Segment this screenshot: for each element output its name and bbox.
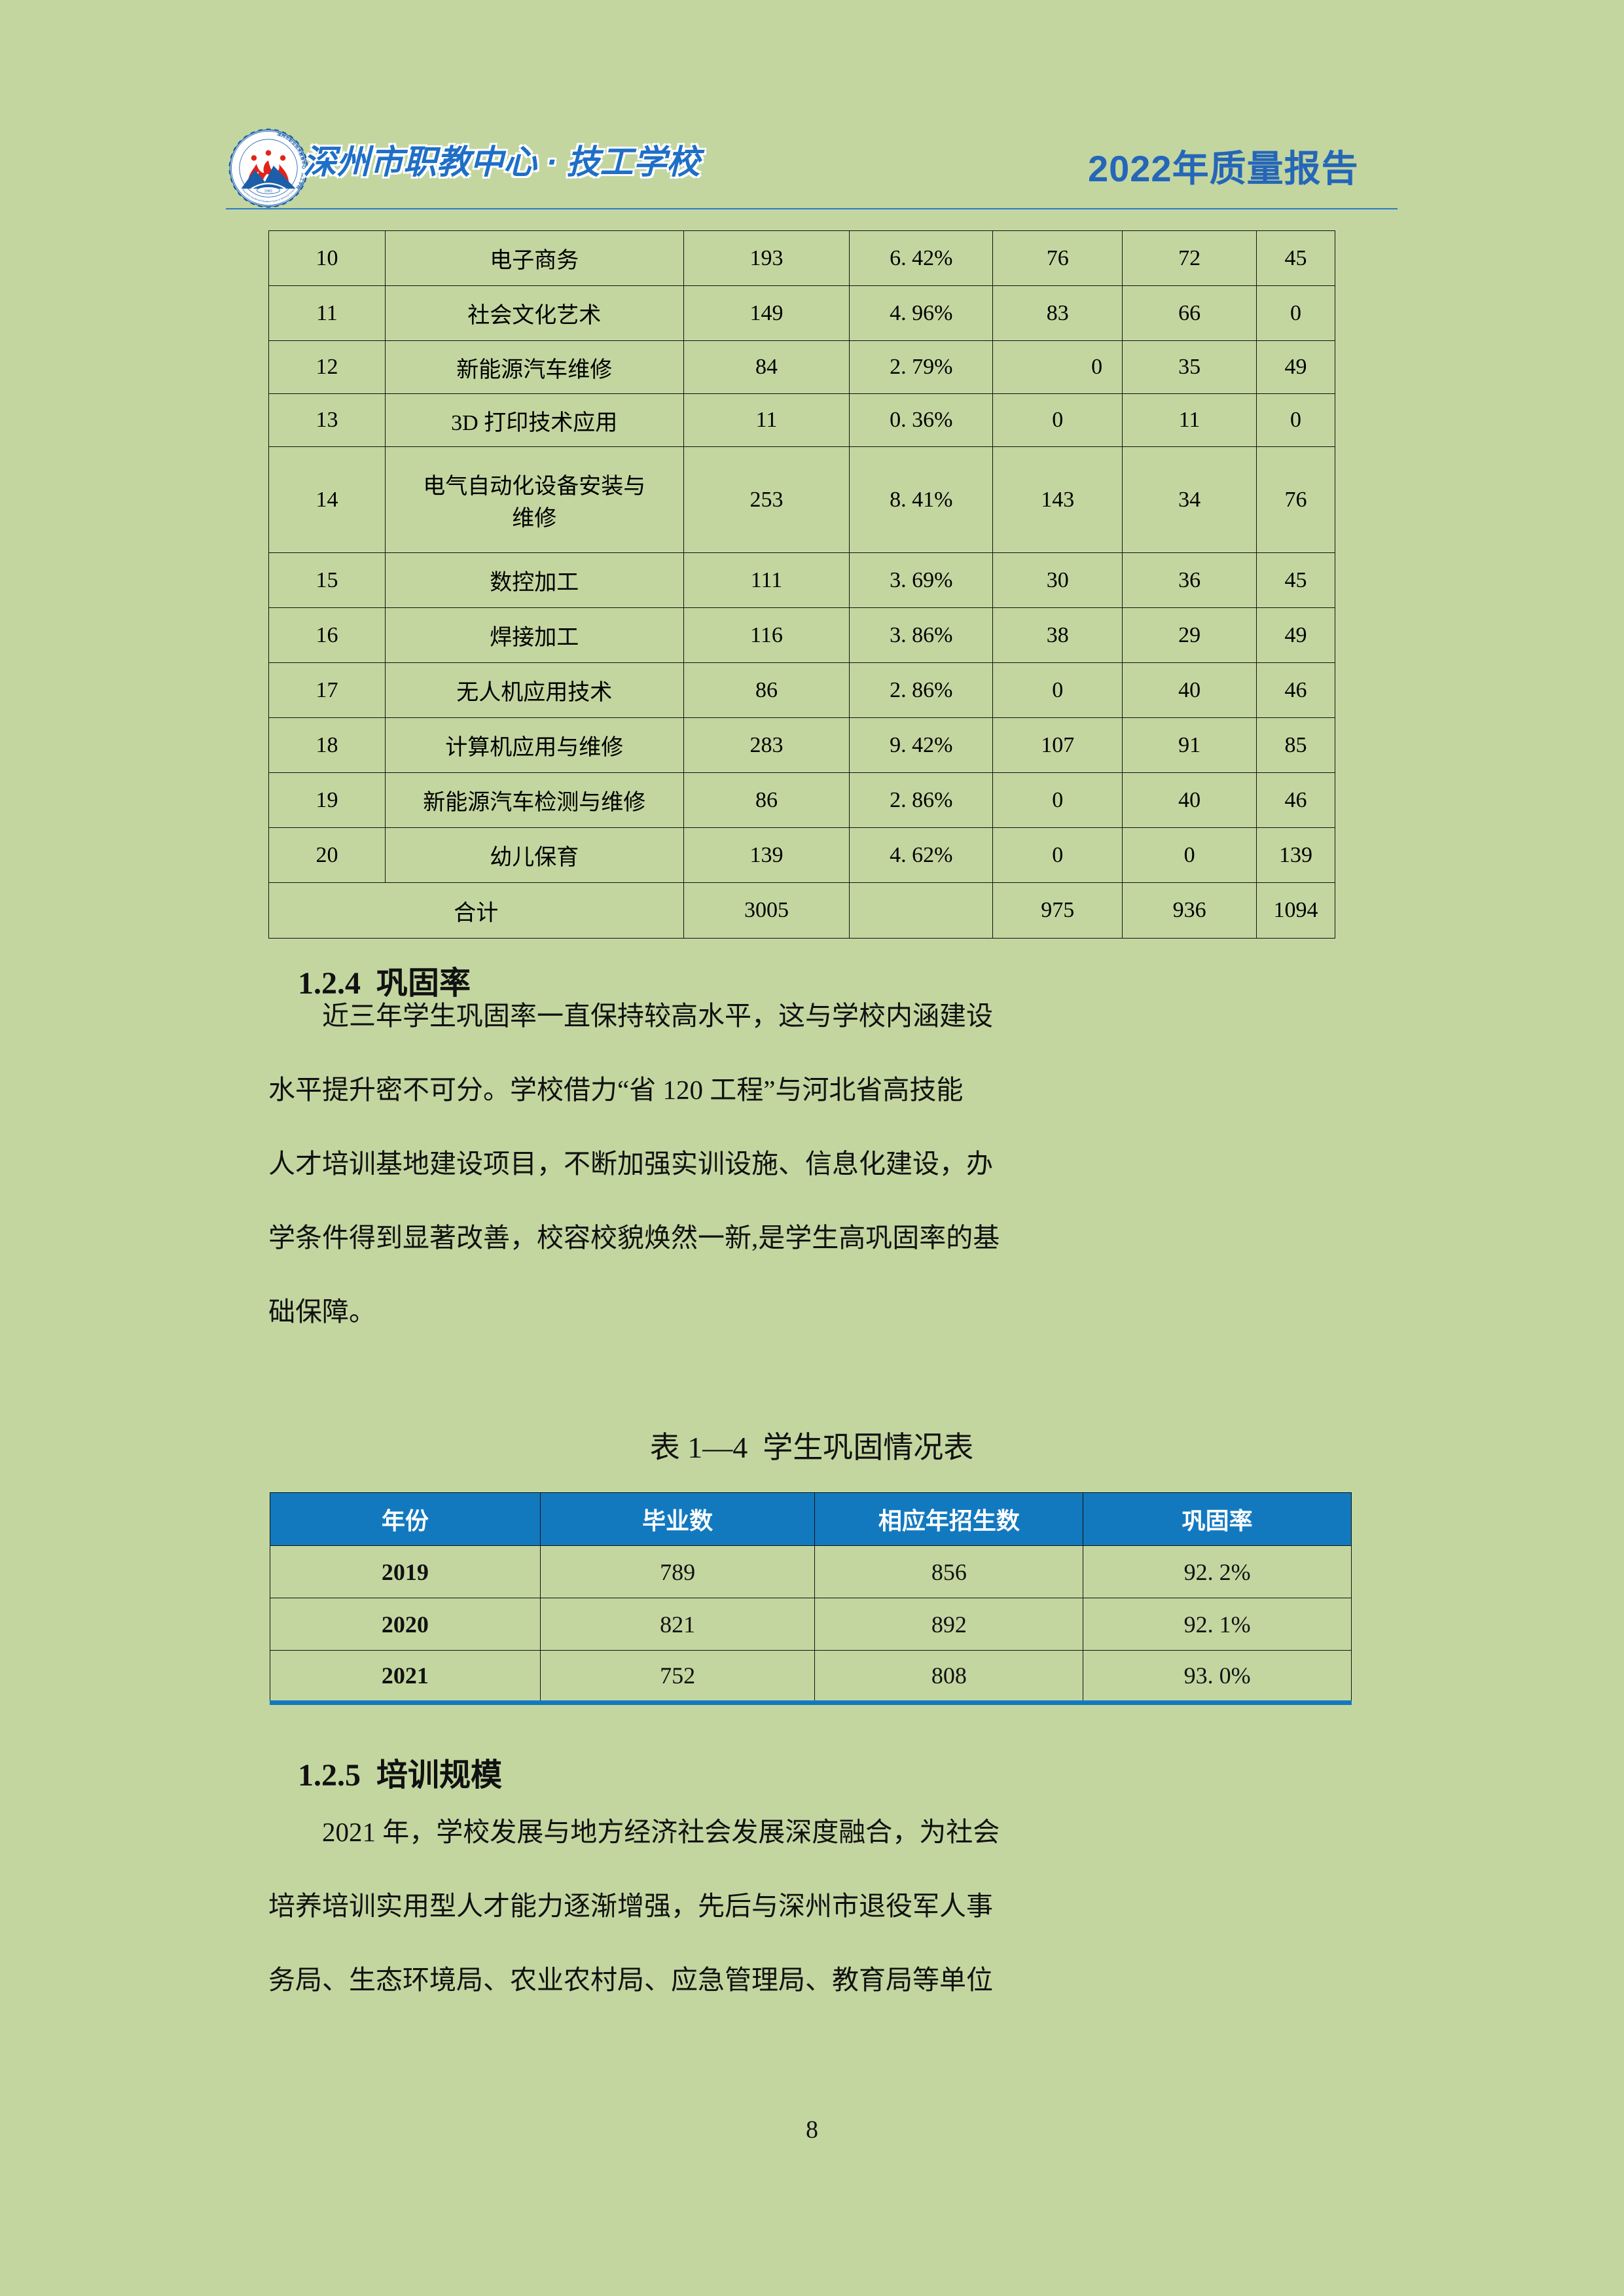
svg-text:1981: 1981 xyxy=(264,189,272,193)
